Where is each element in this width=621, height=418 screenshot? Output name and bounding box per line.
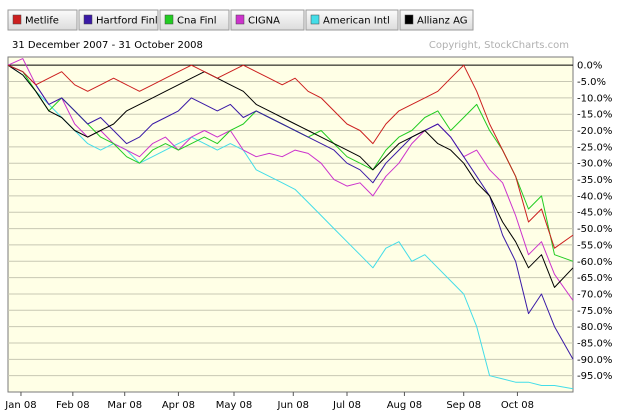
y-tick-label: -30.0% <box>577 159 612 170</box>
series-lines <box>7 58 574 390</box>
y-axis: 0.0% -5.0% -10.0% -15.0% -20.0% -25.0% -30.0% -… <box>577 61 612 382</box>
y-tick-label: -10.0% <box>577 93 612 104</box>
legend-label: American Intl <box>323 16 390 27</box>
y-tick-label: -90.0% <box>577 355 612 366</box>
legend-item-cna-finl: Cna Finl <box>159 9 230 31</box>
y-tick-label: -45.0% <box>577 208 612 219</box>
series-line-hartford-finl <box>7 64 574 360</box>
x-tick-label: Sep 08 <box>446 400 481 411</box>
y-tick-label: -5.0% <box>577 77 606 88</box>
legend-tab <box>7 9 78 31</box>
period-label: 31 December 2007 - 31 October 2008 <box>12 40 203 51</box>
series-line-metlife <box>7 64 574 249</box>
grid <box>8 64 573 377</box>
y-tick-label: -65.0% <box>577 273 612 284</box>
legend-swatch <box>310 14 320 25</box>
x-tick-label: Feb 08 <box>56 400 90 411</box>
series-line-cigna <box>7 58 574 301</box>
legend-item-american-intl: American Intl <box>305 9 399 31</box>
x-tick-label: Jun 08 <box>277 400 310 411</box>
legend-item-hartford-finl: Hartford Finl <box>78 9 159 31</box>
legend-swatch <box>235 14 245 25</box>
legend-tab <box>78 9 159 31</box>
legend-tab <box>230 9 305 31</box>
legend: Metlife Hartford Finl Cna Finl CIGNA America… <box>7 9 474 31</box>
x-tick-label: May 08 <box>216 400 253 411</box>
legend-label: Allianz AG <box>417 16 467 27</box>
legend-item-cigna: CIGNA <box>230 9 305 31</box>
legend-item-metlife: Metlife <box>7 9 78 31</box>
y-tick-label: -50.0% <box>577 224 612 235</box>
y-tick-label: -70.0% <box>577 289 612 300</box>
legend-label: Metlife <box>25 16 59 27</box>
legend-tab <box>305 9 399 31</box>
copyright-text: Copyright, StockCharts.com <box>429 40 569 51</box>
y-tick-label: -75.0% <box>577 306 612 317</box>
y-tick-label: -55.0% <box>577 240 612 251</box>
series-line-allianz-ag <box>7 64 574 288</box>
legend-label: Hartford Finl <box>96 16 158 27</box>
y-tick-label: -15.0% <box>577 110 612 121</box>
legend-swatch <box>164 14 174 25</box>
y-tick-label: -95.0% <box>577 371 612 382</box>
legend-label: CIGNA <box>248 16 280 27</box>
legend-swatch <box>12 14 22 25</box>
legend-tab <box>399 9 474 31</box>
y-tick-label: 0.0% <box>577 61 602 72</box>
y-tick-label: -85.0% <box>577 338 612 349</box>
x-tick-label: Oct 08 <box>501 400 534 411</box>
legend-label: Cna Finl <box>177 16 217 27</box>
plot-background <box>7 56 574 393</box>
legend-swatch <box>404 14 414 25</box>
y-tick-label: -20.0% <box>577 126 612 137</box>
x-axis: Jan 08 Feb 08 Mar 08 Apr 08 May 08 Jun 08 Jul … <box>4 392 534 411</box>
x-tick-label: Mar 08 <box>107 400 142 411</box>
legend-item-allianz-ag: Allianz AG <box>399 9 474 31</box>
x-tick-label: Jan 08 <box>4 400 36 411</box>
y-tick-label: -60.0% <box>577 257 612 268</box>
legend-swatch <box>83 14 93 25</box>
y-tick-label: -40.0% <box>577 191 612 202</box>
legend-tab <box>159 9 230 31</box>
x-tick-label: Aug 08 <box>387 400 422 411</box>
x-tick-label: Jul 08 <box>332 400 361 411</box>
y-tick-label: -25.0% <box>577 142 612 153</box>
y-tick-label: -80.0% <box>577 322 612 333</box>
series-line-american-intl <box>7 64 574 390</box>
y-tick-label: -35.0% <box>577 175 612 186</box>
x-tick-label: Apr 08 <box>162 400 195 411</box>
